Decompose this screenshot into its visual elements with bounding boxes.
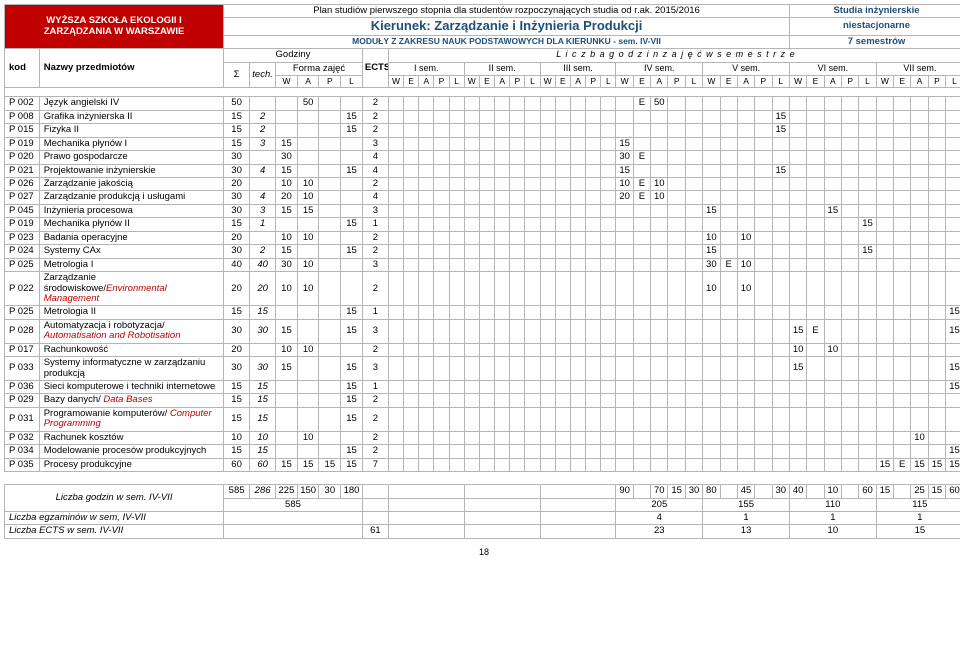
table-row: P 033Systemy informatyczne w zarządzaniu… xyxy=(5,357,960,381)
table-row: P 032Rachunek kosztów101010210 xyxy=(5,431,960,444)
table-row: P 015Fizyka II15215215 xyxy=(5,124,960,137)
table-row: P 025Metrologia II151515115 xyxy=(5,306,960,319)
table-row: P 022Zarządzanie środowiskowe/Environmen… xyxy=(5,272,960,306)
table-row: P 035Procesy produkcyjne606015151515715E… xyxy=(5,458,960,471)
kierunek: Kierunek: Zarządzanie i Inżynieria Produ… xyxy=(224,18,790,35)
school-name: WYŻSZA SZKOŁA EKOLOGII I ZARZĄDZANIA W W… xyxy=(5,5,224,49)
semestrow: 7 semestrów xyxy=(789,35,960,48)
table-row: P 020Prawo gospodarcze3030430E xyxy=(5,151,960,164)
table-row: P 029Bazy danych/ Data Bases1515152 xyxy=(5,394,960,407)
summary-ects-row: Liczba ECTS w sem. IV-VII 61 23 13 10 15 xyxy=(5,525,960,538)
table-row: P 031Programowanie komputerów/ Computer … xyxy=(5,407,960,431)
plan-title: Plan studiów pierwszego stopnia dla stud… xyxy=(224,5,790,18)
col-tech: tech. xyxy=(250,62,276,88)
table-row: P 027Zarządzanie produkcją i usługami304… xyxy=(5,191,960,204)
table-row: P 021Projektowanie inżynierskie304151541… xyxy=(5,164,960,177)
page-number: 18 xyxy=(4,539,960,557)
forma-zajec-label: Forma zajęć xyxy=(276,62,363,75)
table-row: P 036Sieci komputerowe i techniki intern… xyxy=(5,381,960,394)
summary-exams-row: Liczba egzaminów w sem, IV-VII 4 1 1 1 xyxy=(5,511,960,524)
moduly: MODUŁY Z ZAKRESU NAUK PODSTAWOWYCH DLA K… xyxy=(224,35,790,48)
table-row: P 045Inżynieria procesowa303151531515 xyxy=(5,204,960,217)
table-row: P 002Język angielski IV50502E50 xyxy=(5,97,960,110)
table-row: P 024Systemy CAx302151521515 xyxy=(5,245,960,258)
sem-span: L i c z b a g o d z i n z a j ę ć w s e … xyxy=(388,49,960,62)
col-ects: ECTS xyxy=(362,49,388,88)
table-row: P 017Rachunkowość20101021010 xyxy=(5,343,960,356)
studia-type: Studia inżynierskie xyxy=(789,5,960,18)
table-row: P 008Grafika inżynierska II15215215 xyxy=(5,110,960,123)
table-row: P 019Mechanika płynów I15315315 xyxy=(5,137,960,150)
table-row: P 025Metrologia I40403010330E10 xyxy=(5,258,960,271)
forma-studiow: niestacjonarne xyxy=(789,18,960,35)
col-nazwy: Nazwy przedmiotów xyxy=(39,49,223,88)
col-sigma: Σ xyxy=(224,62,250,88)
table-row: P 019Mechanika płynów II15115115 xyxy=(5,218,960,231)
godziny-label: Godziny xyxy=(224,49,363,62)
summary-hours-row: Liczba godzin w sem. IV-VII 585 286 225 … xyxy=(5,485,960,498)
curriculum-table: WYŻSZA SZKOŁA EKOLOGII I ZARZĄDZANIA W W… xyxy=(4,4,960,539)
table-row: P 034Modelowanie procesów produkcyjnych1… xyxy=(5,445,960,458)
col-kod: kod xyxy=(5,49,40,88)
table-row: P 026Zarządzanie jakością201010210E10 xyxy=(5,178,960,191)
table-row: P 023Badania operacyjne20101021010 xyxy=(5,231,960,244)
table-row: P 028Automatyzacja i robotyzacja/ Automa… xyxy=(5,319,960,343)
